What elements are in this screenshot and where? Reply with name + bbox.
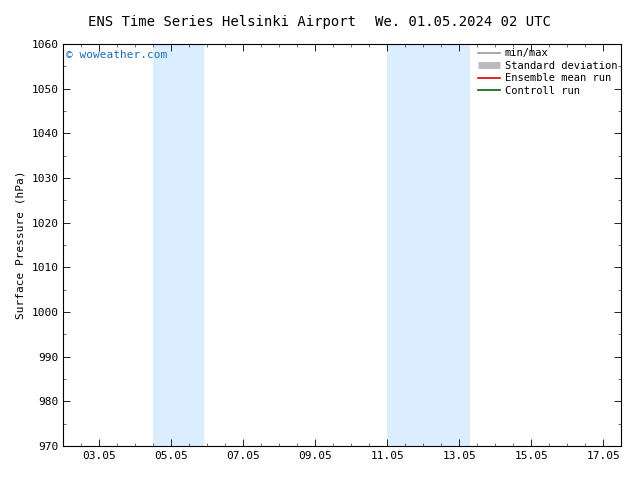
Legend: min/max, Standard deviation, Ensemble mean run, Controll run: min/max, Standard deviation, Ensemble me… (476, 46, 619, 98)
Bar (387, 44, 470, 446)
Bar (153, 44, 204, 446)
Y-axis label: Surface Pressure (hPa): Surface Pressure (hPa) (16, 171, 26, 319)
Text: ENS Time Series Helsinki Airport: ENS Time Series Helsinki Airport (88, 15, 356, 29)
Text: We. 01.05.2024 02 UTC: We. 01.05.2024 02 UTC (375, 15, 551, 29)
Text: © woweather.com: © woweather.com (66, 50, 167, 60)
